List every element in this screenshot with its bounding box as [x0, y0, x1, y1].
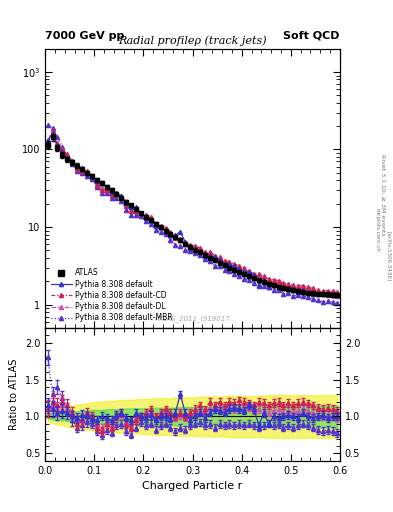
Text: mcplots.cern.ch: mcplots.cern.ch [375, 208, 380, 252]
Text: Rivet 3.1.10, ≥ 3M events: Rivet 3.1.10, ≥ 3M events [381, 154, 386, 236]
Text: Radial profileρ (track jets): Radial profileρ (track jets) [118, 35, 267, 46]
X-axis label: Charged Particle r: Charged Particle r [142, 481, 243, 491]
Text: ATLAS_2011_I919017: ATLAS_2011_I919017 [155, 315, 230, 322]
Y-axis label: Ratio to ATLAS: Ratio to ATLAS [9, 358, 19, 430]
Text: [arXiv:1306.3436]: [arXiv:1306.3436] [387, 231, 391, 281]
Text: Soft QCD: Soft QCD [283, 31, 340, 41]
Text: 7000 GeV pp: 7000 GeV pp [45, 31, 125, 41]
Legend: ATLAS, Pythia 8.308 default, Pythia 8.308 default-CD, Pythia 8.308 default-DL, P: ATLAS, Pythia 8.308 default, Pythia 8.30… [49, 267, 174, 324]
